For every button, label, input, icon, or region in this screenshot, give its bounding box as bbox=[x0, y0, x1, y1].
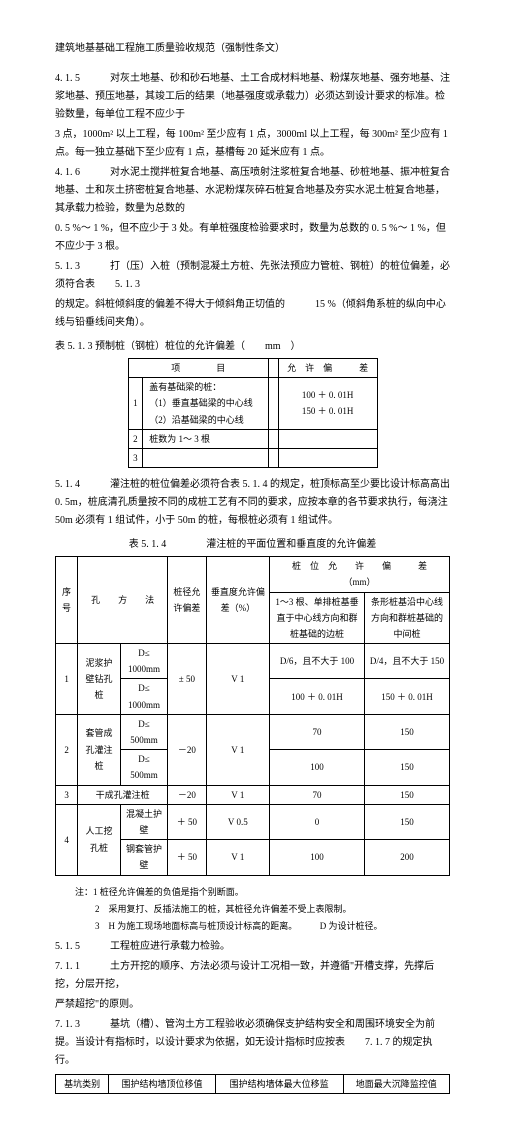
t514-r1-d2: D≤ 1000mm bbox=[120, 679, 167, 714]
t514-r4-v2: V 1 bbox=[206, 840, 269, 875]
t514-h-vert: 垂直度允许偏差（%） bbox=[206, 557, 269, 644]
t514-r4-d2: 钢套管护壁 bbox=[120, 840, 167, 875]
para-4-1-6a: 4. 1. 6 对水泥土搅拌桩复合地基、高压喷射注浆桩复合地基、砂桩地基、振冲桩… bbox=[55, 164, 450, 218]
t514-h-pos1: 1～3 根、单排桩基垂直于中心线方向和群桩基础的边桩 bbox=[270, 592, 365, 644]
ft-h1: 基坑类别 bbox=[56, 1075, 109, 1094]
t514-r2-p1a: 70 bbox=[270, 714, 365, 749]
t514-r2-p1b: 100 bbox=[270, 750, 365, 785]
t513-r1a: 1 bbox=[128, 378, 143, 430]
t514-r1-tol: ± 50 bbox=[168, 644, 207, 715]
t514-r4-m: 人工挖孔桩 bbox=[78, 804, 121, 875]
note-1: 注：1 桩径允许偏差的负值是指个别断面。 bbox=[75, 884, 450, 900]
t514-r2-p2b: 150 bbox=[365, 750, 450, 785]
para-4-1-5b: 3 点，1000m² 以上工程，每 100m² 至少应有 1 点，3000ml … bbox=[55, 126, 450, 162]
t514-r2-no: 2 bbox=[56, 714, 78, 785]
t514-r2-m: 套管成孔灌注桩 bbox=[78, 714, 121, 785]
t514-r4-p1a: 0 bbox=[270, 804, 365, 839]
t514-r1-m: 泥浆护壁钻孔桩 bbox=[78, 644, 121, 715]
t513-r2b: 桩数为 1～ 3 根 bbox=[143, 429, 269, 448]
t514-r2-d2: D≤ 500mm bbox=[120, 750, 167, 785]
t514-r3-no: 3 bbox=[56, 785, 78, 804]
t514-r4-p2a: 150 bbox=[365, 804, 450, 839]
t514-h-method: 孔 方 法 bbox=[78, 557, 168, 644]
t514-r1-v: V 1 bbox=[206, 644, 269, 715]
para-7-1-1b: 严禁超挖"的原则。 bbox=[55, 996, 450, 1014]
t514-r4-no: 4 bbox=[56, 804, 78, 875]
ft-h4: 地面最大沉降监控值 bbox=[343, 1075, 450, 1094]
t514-r2-v: V 1 bbox=[206, 714, 269, 785]
t514-r2-tol: －20 bbox=[168, 714, 207, 785]
t514-r3-v: V 1 bbox=[206, 785, 269, 804]
para-5-1-3a: 5. 1. 3 打（压）入桩（预制混凝土方桩、先张法预应力管桩、钢桩）的桩位偏差… bbox=[55, 258, 450, 294]
t514-h-seq: 序号 bbox=[56, 557, 78, 644]
t514-r1-p2a: D/4，且不大于 150 bbox=[365, 644, 450, 679]
t514-r4-p1b: 100 bbox=[270, 840, 365, 875]
t514-r1-no: 1 bbox=[56, 644, 78, 715]
para-7-1-1a: 7. 1. 1 土方开挖的顺序、方法必须与设计工况相一致，并遵循"开槽支撑，先撑… bbox=[55, 958, 450, 994]
t514-r2-d1: D≤ 500mm bbox=[120, 714, 167, 749]
t514-r3-tol: －20 bbox=[168, 785, 207, 804]
t513-r1b: 盖有基础梁的桩： （1）垂直基础梁的中心线 （2）沿基础梁的中心线 bbox=[143, 378, 269, 430]
table-513: 项 目 允 许 偏 差 1 盖有基础梁的桩： （1）垂直基础梁的中心线 （2）沿… bbox=[128, 358, 378, 468]
note-2: 2 采用复打、反插法施工的桩，其桩径允许偏差不受上表限制。 bbox=[95, 901, 450, 917]
note-3: 3 H 为施工现场地面标高与桩顶设计标高的距离。 D 为设计桩径。 bbox=[95, 918, 450, 934]
t514-r4-tol2: ＋ 50 bbox=[168, 840, 207, 875]
table-513-caption: 表 5. 1. 3 预制桩（钢桩）桩位的允许偏差（ mm ） bbox=[55, 338, 450, 356]
t514-r4-v1: V 0.5 bbox=[206, 804, 269, 839]
t514-h-pos2: 条形桩基沿中心线方向和群桩基础的中间桩 bbox=[365, 592, 450, 644]
t514-r3-p1: 70 bbox=[270, 785, 365, 804]
t513-h2 bbox=[268, 359, 278, 378]
t514-r1-p2b: 150 ＋ 0. 01H bbox=[365, 679, 450, 714]
t514-h-diam: 桩径允许偏差 bbox=[168, 557, 207, 644]
para-4-1-6b: 0. 5 %～ 1 %，但不应少于 3 处。有单桩强度检验要求时，数量为总数的 … bbox=[55, 220, 450, 256]
t514-r4-d1: 混凝土护壁 bbox=[120, 804, 167, 839]
t514-r4-p2b: 200 bbox=[365, 840, 450, 875]
ft-h2: 围护结构墙顶位移值 bbox=[109, 1075, 215, 1094]
ft-h3: 围护结构墙体最大位移监 bbox=[215, 1075, 343, 1094]
t514-r3-m: 干成孔灌注桩 bbox=[78, 785, 168, 804]
t513-r3a: 3 bbox=[128, 448, 143, 467]
t514-r1-p1a: D/6，且不大于 100 bbox=[270, 644, 365, 679]
t514-r1-d1: D≤ 1000mm bbox=[120, 644, 167, 679]
t514-r3-p2: 150 bbox=[365, 785, 450, 804]
t514-h-pos: 桩 位 允 许 偏 差 （mm） bbox=[270, 557, 450, 592]
table-514: 序号 孔 方 法 桩径允许偏差 垂直度允许偏差（%） 桩 位 允 许 偏 差 （… bbox=[55, 556, 450, 875]
table-717-header: 基坑类别 围护结构墙顶位移值 围护结构墙体最大位移监 地面最大沉降监控值 bbox=[55, 1074, 450, 1094]
table-514-caption: 表 5. 1. 4 灌注桩的平面位置和垂直度的允许偏差 bbox=[55, 536, 450, 554]
para-5-1-4: 5. 1. 4 灌注桩的桩位偏差必须符合表 5. 1. 4 的规定，桩顶标高至少… bbox=[55, 476, 450, 530]
para-5-1-3b: 的规定。斜桩倾斜度的偏差不得大于倾斜角正切值的 15 %（倾斜角系桩的纵向中心线… bbox=[55, 296, 450, 332]
document-title: 建筑地基基础工程施工质量验收规范（强制性条文） bbox=[55, 40, 450, 58]
t514-r2-p2a: 150 bbox=[365, 714, 450, 749]
notes-block: 注：1 桩径允许偏差的负值是指个别断面。 2 采用复打、反插法施工的桩，其桩径允… bbox=[75, 884, 450, 935]
para-4-1-5a: 4. 1. 5 对灰土地基、砂和砂石地基、土工合成材料地基、粉煤灰地基、强夯地基… bbox=[55, 70, 450, 124]
para-5-1-5: 5. 1. 5 工程桩应进行承载力检验。 bbox=[55, 938, 450, 956]
t514-r1-p1b: 100 ＋ 0. 01H bbox=[270, 679, 365, 714]
para-7-1-3: 7. 1. 3 基坑（槽）、管沟土方工程验收必须确保支护结构安全和周围环境安全为… bbox=[55, 1016, 450, 1070]
t513-h3: 允 许 偏 差 bbox=[278, 359, 377, 378]
t513-h1: 项 目 bbox=[128, 359, 268, 378]
t513-r2a: 2 bbox=[128, 429, 143, 448]
t514-r4-tol1: ＋ 50 bbox=[168, 804, 207, 839]
t513-r1c: 100 ＋ 0. 01H 150 ＋ 0. 01H bbox=[278, 378, 377, 430]
